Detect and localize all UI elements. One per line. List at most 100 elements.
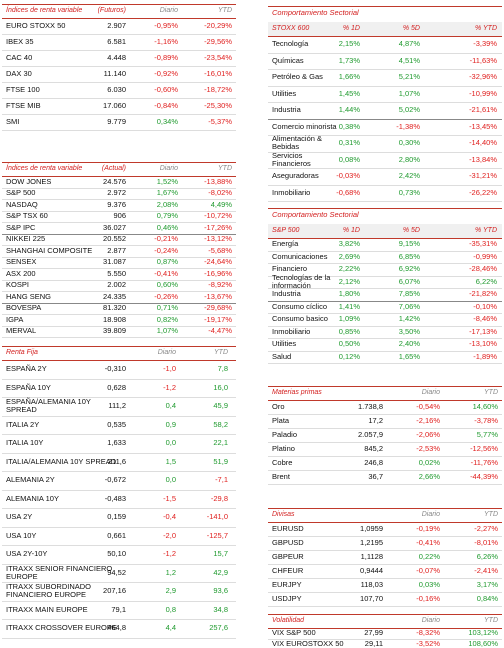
header-label: YTD [484, 617, 498, 624]
row-value: -12,56% [470, 444, 498, 453]
row-value: 1,66% [338, 72, 360, 82]
row-rule [2, 210, 236, 212]
row-value: -0,60% [154, 85, 178, 94]
row-value: 27,99 [364, 628, 383, 638]
row-label: USA 10Y [6, 530, 37, 540]
row-value: 36,7 [368, 472, 383, 481]
row-label: Utilities [272, 339, 297, 349]
row-value: 108,60% [468, 638, 498, 648]
row-value: -1,2 [163, 382, 176, 392]
row-rule [2, 397, 236, 398]
row-value: 845,2 [364, 444, 383, 453]
row-value: 0,87% [156, 257, 178, 267]
row-label: ALEMANIA 10Y [6, 493, 59, 503]
row-value: -32,96% [469, 72, 497, 82]
row-label: ITRAXX SENIOR FINANCIERO EUROPE [6, 563, 113, 581]
header-label: STOXX 600 [272, 25, 310, 32]
section-top-rule [268, 508, 502, 509]
row-value: 0,85% [338, 326, 360, 336]
row-rule [2, 378, 236, 380]
row-rule [2, 199, 236, 200]
row-label: DAX 30 [6, 69, 32, 78]
row-value: 0,60% [156, 280, 178, 290]
row-value: 11.140 [103, 69, 126, 78]
row-value: 2.972 [107, 188, 126, 198]
row-value: 9.779 [107, 117, 126, 126]
row-value: 0,82% [156, 314, 178, 324]
row-value: 0,9444 [360, 566, 383, 575]
row-label: S&P 500 [6, 188, 36, 198]
row-label: EURO STOXX 50 [6, 21, 66, 30]
row-label: ITRAXX MAIN EUROPE [6, 604, 88, 614]
row-value: 1,2 [165, 567, 176, 577]
row-value: -25,30% [204, 101, 232, 110]
row-value: -0,54% [416, 402, 440, 411]
header-label: Diario [157, 349, 176, 356]
row-value: -3,39% [473, 39, 497, 49]
row-rule [2, 279, 236, 281]
row-value: 2,80% [398, 154, 420, 164]
row-value: 4,87% [398, 39, 420, 49]
row-value: -13,12% [204, 234, 232, 244]
row-label: SHANGHAI COMPOSITE [6, 245, 93, 255]
row-rule [2, 563, 236, 565]
row-value: 1,65% [398, 351, 420, 361]
row-rule [2, 526, 236, 528]
row-label: ASX 200 [6, 268, 36, 278]
row-label: Químicas [272, 55, 304, 65]
row-value: -8,32% [416, 628, 440, 638]
row-label: KOSPI [6, 280, 29, 290]
row-value: 17,2 [368, 416, 383, 425]
header-label: % YTD [474, 227, 497, 234]
row-value: 51,9 [213, 456, 228, 466]
row-rule [2, 325, 236, 327]
row-label: EURJPY [272, 580, 302, 589]
row-rule [268, 442, 502, 443]
row-rule [2, 619, 236, 620]
row-value: -2,41% [474, 566, 498, 575]
row-value: -0,21% [154, 234, 178, 244]
row-value: -0,99% [473, 251, 497, 261]
row-value: 111,2 [108, 401, 126, 411]
row-value: 2.877 [107, 245, 126, 255]
header-label: % 5D [402, 227, 420, 234]
row-value: -35,31% [469, 239, 497, 249]
row-label: CAC 40 [6, 53, 33, 62]
header-label: Índices de renta variable [6, 7, 83, 14]
row-value: 2,15% [338, 39, 360, 49]
row-rule [2, 471, 236, 472]
row-label: ESPAÑA/ALEMANIA 10Y SPREAD [6, 397, 91, 415]
header-label: YTD [218, 7, 232, 14]
row-value: 0,661 [107, 530, 126, 540]
row-label: Paladio [272, 430, 298, 439]
row-value: 5,77% [476, 430, 498, 439]
row-value: -8,01% [474, 538, 498, 547]
header-rule [268, 628, 502, 629]
row-value: 3,17% [476, 580, 498, 589]
row-value: 0,535 [107, 419, 126, 429]
row-label: Financiero [272, 264, 308, 274]
row-value: 103,12% [468, 628, 498, 638]
row-label: Salud [272, 351, 292, 361]
row-label: IBEX 35 [6, 37, 34, 46]
row-value: 24.576 [103, 176, 126, 186]
header-label: YTD [484, 389, 498, 396]
row-value: -0,03% [336, 171, 360, 181]
row-value: -0,07% [416, 566, 440, 575]
row-value: -7,1 [215, 475, 228, 485]
row-value: 6,85% [398, 251, 420, 261]
row-rule [268, 592, 502, 593]
row-value: 1,5 [165, 456, 176, 466]
section-top-rule [2, 346, 236, 347]
row-value: -125,7 [206, 530, 228, 540]
row-value: -0,4 [163, 512, 176, 522]
row-rule [268, 69, 502, 70]
row-value: 39.809 [103, 326, 126, 336]
row-value: -0,84% [154, 101, 178, 110]
row-label: S&P TSX 60 [6, 211, 48, 221]
row-rule [268, 338, 502, 339]
row-value: 36.027 [103, 222, 126, 232]
row-value: -2,16% [416, 416, 440, 425]
header-label: (Futuros) [97, 7, 126, 14]
